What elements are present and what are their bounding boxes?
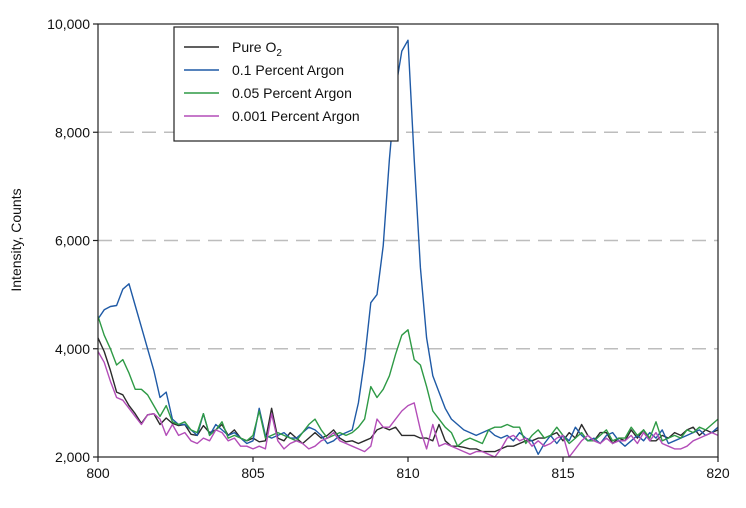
legend: Pure O2 0.1 Percent Argon 0.05 Percent Arg… — [173, 26, 399, 142]
y-tick-label-0: 2,000 — [55, 449, 90, 465]
y-tick-label-1: 4,000 — [55, 341, 90, 357]
axis-layer: 2,000 4,000 6,000 8,000 10,000 800 805 810 815 82… — [47, 16, 730, 481]
series-layer — [97, 39, 719, 458]
series-line-0 — [97, 337, 719, 453]
x-tick-label-4: 820 — [706, 465, 730, 481]
y-tick-label-2: 6,000 — [55, 233, 90, 249]
x-tick-label-3: 815 — [551, 465, 575, 481]
legend-box — [173, 26, 399, 142]
legend-label-1: 0.1 Percent Argon — [232, 62, 344, 78]
legend-label-0: Pure O2 — [232, 39, 282, 59]
series-line-2 — [97, 316, 719, 447]
y-axis-title: Intensity, Counts — [8, 188, 24, 291]
legend-label-2: 0.05 Percent Argon — [232, 85, 352, 101]
grid-layer — [98, 131, 718, 350]
y-tick-label-4: 10,000 — [47, 16, 90, 32]
legend-items: Pure O2 0.1 Percent Argon 0.05 Percent Arg… — [184, 39, 360, 124]
x-tick-label-1: 805 — [241, 465, 265, 481]
x-tick-label-2: 810 — [396, 465, 420, 481]
x-tick-label-0: 800 — [86, 465, 110, 481]
legend-label-3: 0.001 Percent Argon — [232, 108, 360, 124]
series-line-3 — [97, 351, 719, 458]
y-tick-label-3: 8,000 — [55, 124, 90, 140]
